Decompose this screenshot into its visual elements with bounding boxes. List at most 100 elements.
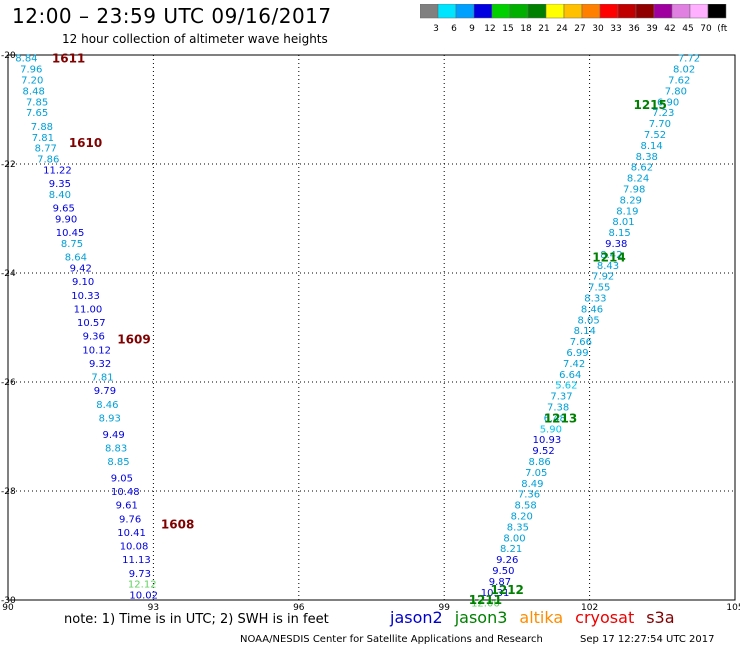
wave-height-value: 8.00 [503,533,525,544]
wave-height-value: 7.92 [592,272,614,283]
wave-height-value: 8.33 [584,294,606,305]
wave-height-value: 8.05 [577,315,599,326]
legend-label: 18 [520,24,532,34]
wave-height-value: 7.72 [678,54,700,65]
track-time-label: 1611 [52,52,85,66]
wave-height-value: 9.50 [492,566,514,577]
wave-height-value: 9.36 [83,332,105,343]
wave-height-value: 9.61 [116,501,138,512]
x-tick-label: 90 [2,603,14,610]
wave-height-value: 5.62 [555,381,577,392]
wave-height-value: 8.01 [612,217,634,228]
y-tick-label: -28 [1,487,16,497]
legend-label: 9 [469,24,475,34]
wave-height-value: 9.79 [94,386,116,397]
wave-height-value: 11.13 [122,555,151,566]
legend-label: 3 [433,24,439,34]
x-tick-label: 96 [293,603,305,610]
wave-height-value: 7.23 [652,108,674,119]
wave-height-value: 7.70 [649,119,671,130]
footer-timestamp: Sep 17 12:27:54 UTC 2017 [580,634,715,645]
track-time-label: 1212 [491,583,524,597]
wave-height-value: 8.42 [600,250,622,261]
wave-height-value: 10.31 [481,588,510,599]
wave-height-value: 8.49 [521,479,543,490]
wave-height-value: 7.66 [570,337,592,348]
wave-height-value: 10.45 [56,228,85,239]
wave-height-value: 7.52 [644,130,666,141]
y-tick-label: -20 [1,51,16,61]
wave-height-value: 7.85 [26,97,48,108]
legend-label: 27 [574,24,585,34]
wave-height-value: 9.73 [129,569,151,580]
wave-height-value: 9.42 [70,264,92,275]
wave-height-value: 9.32 [89,359,111,370]
satellite-s3a: s3a [646,608,675,627]
wave-height-value: 7.81 [91,373,113,384]
wave-height-value: 7.42 [563,359,585,370]
wave-height-value: 9.26 [496,555,518,566]
wave-height-value: 8.77 [35,144,57,155]
wave-height-value: 8.46 [581,304,603,315]
y-tick-label: -30 [1,596,16,606]
wave-height-value: 8.15 [609,228,631,239]
wave-height-value: 12.06 [471,599,500,610]
wave-height-value: 9.49 [103,430,125,441]
legend-label: 33 [610,24,621,34]
wave-height-value: 7.80 [665,86,687,97]
wave-height-value: 8.64 [65,253,87,264]
satellite-legend: jason2 jason3 altika cryosat s3a [390,608,687,627]
wave-height-value: 9.05 [111,473,133,484]
wave-height-value: 11.22 [43,165,72,176]
wave-height-value: 8.86 [529,457,551,468]
wave-height-value: 8.75 [61,239,83,250]
wave-height-value: 9.90 [55,215,77,226]
wave-height-value: 7.20 [21,76,43,87]
wave-height-value: 7.62 [668,76,690,87]
wave-height-value: 8.85 [107,457,129,468]
wave-height-value: 9.65 [53,204,75,215]
track-time-label: 1609 [117,332,150,346]
wave-height-value: 8.21 [500,544,522,555]
wave-height-value: 10.48 [111,487,140,498]
wave-height-value: 9.87 [489,577,511,588]
wave-height-value: 6.64 [559,370,581,381]
legend-label: 30 [592,24,604,34]
y-tick-label: -22 [1,160,16,170]
y-tick-label: -26 [1,378,16,388]
legend-swatch [707,4,727,19]
wave-height-value: 5.90 [540,424,562,435]
wave-height-value: 12.12 [128,580,157,591]
wave-height-value: 6.48 [544,413,566,424]
wave-height-value: 8.14 [641,141,663,152]
wave-height-value: 9.35 [49,179,71,190]
wave-height-value: 7.36 [518,490,540,501]
legend-label: 6 [451,24,457,34]
legend-label: 45 [682,24,693,34]
wave-height-value: 10.12 [82,345,111,356]
satellite-altika: altika [519,608,564,627]
wave-height-value: 10.93 [533,435,562,446]
x-tick-label: 99 [438,603,450,610]
track-time-label: 1608 [161,518,194,532]
wave-height-value: 7.98 [623,185,645,196]
satellite-jason2: jason2 [390,608,443,627]
track-time-label: 1213 [544,411,577,425]
track-time-label: 1214 [592,251,625,265]
footer-credit: NOAA/NESDIS Center for Satellite Applica… [240,634,543,645]
wave-height-value: 8.46 [96,400,118,411]
legend-label: 15 [502,24,513,34]
wave-height-value: 8.43 [597,261,619,272]
wave-height-value: 11.00 [74,304,103,315]
plot-frame [7,54,736,601]
legend-label: 24 [556,24,568,34]
wave-height-value: 10.33 [71,291,100,302]
wave-height-value: 8.14 [574,326,596,337]
wave-height-value: 8.58 [514,501,536,512]
wave-height-value: 8.83 [105,443,127,454]
wave-height-value: 8.20 [511,512,533,523]
legend-label: 36 [628,24,640,34]
track-time-label: 1211 [469,593,502,607]
wave-height-value: 8.40 [49,190,71,201]
